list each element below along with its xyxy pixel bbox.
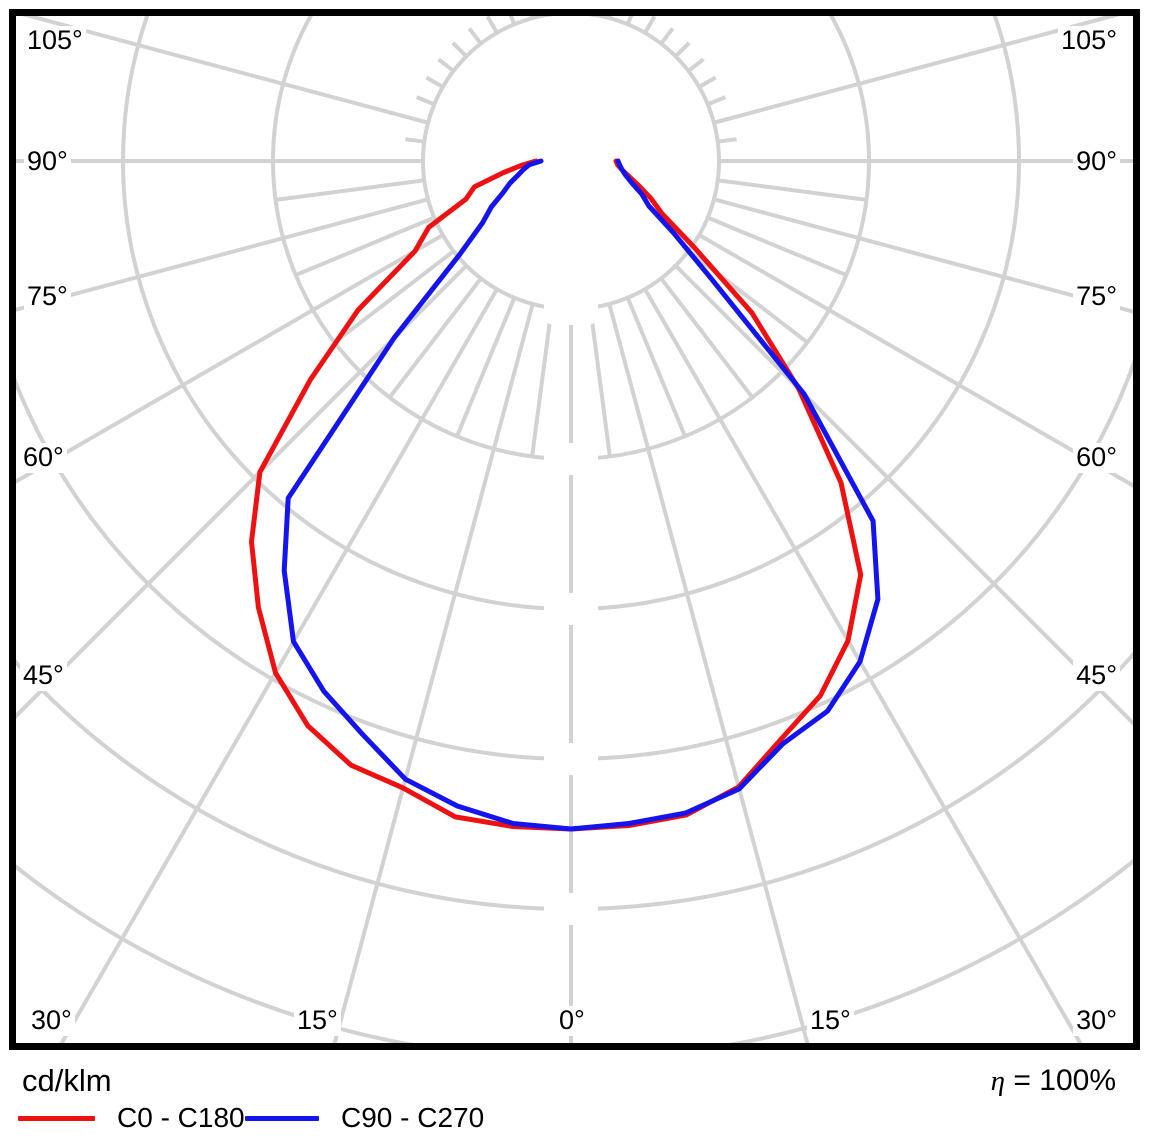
legend-swatch-c0-c180: [18, 1115, 95, 1121]
legend-label-c0-c180: C0 - C180: [117, 1102, 245, 1133]
angle-label-left-60: 60°: [20, 442, 67, 473]
angle-label-right-105: 105°: [1058, 25, 1120, 56]
angle-label-bottom-30-right: 30°: [1073, 1005, 1120, 1036]
angle-label-left-90: 90°: [24, 146, 71, 177]
units-label: cd/klm: [22, 1063, 112, 1098]
legend-item-c90-c270: C90 - C270: [245, 1102, 485, 1134]
angle-label-right-60: 60°: [1073, 442, 1120, 473]
angle-label-left-105: 105°: [24, 25, 86, 56]
angle-label-bottom-15-left: 15°: [294, 1005, 341, 1036]
legend-item-c0-c180: C0 - C180: [18, 1102, 245, 1134]
angle-label-left-45: 45°: [20, 660, 67, 691]
eta-value: 100%: [1039, 1064, 1116, 1097]
angle-label-bottom-15-right: 15°: [807, 1005, 854, 1036]
angle-label-right-75: 75°: [1073, 281, 1120, 312]
eta-equals: =: [1013, 1064, 1031, 1097]
efficiency-label: η = 100%: [991, 1064, 1116, 1098]
angle-label-right-45: 45°: [1073, 660, 1120, 691]
angle-label-right-90: 90°: [1073, 146, 1120, 177]
angle-label-bottom-0: 0°: [556, 1005, 588, 1036]
angle-label-left-75: 75°: [24, 281, 71, 312]
eta-symbol: η: [990, 1065, 1006, 1097]
legend-label-c90-c270: C90 - C270: [341, 1102, 485, 1133]
angle-label-bottom-30-left: 30°: [28, 1005, 75, 1036]
legend-swatch-c90-c270: [245, 1115, 319, 1121]
